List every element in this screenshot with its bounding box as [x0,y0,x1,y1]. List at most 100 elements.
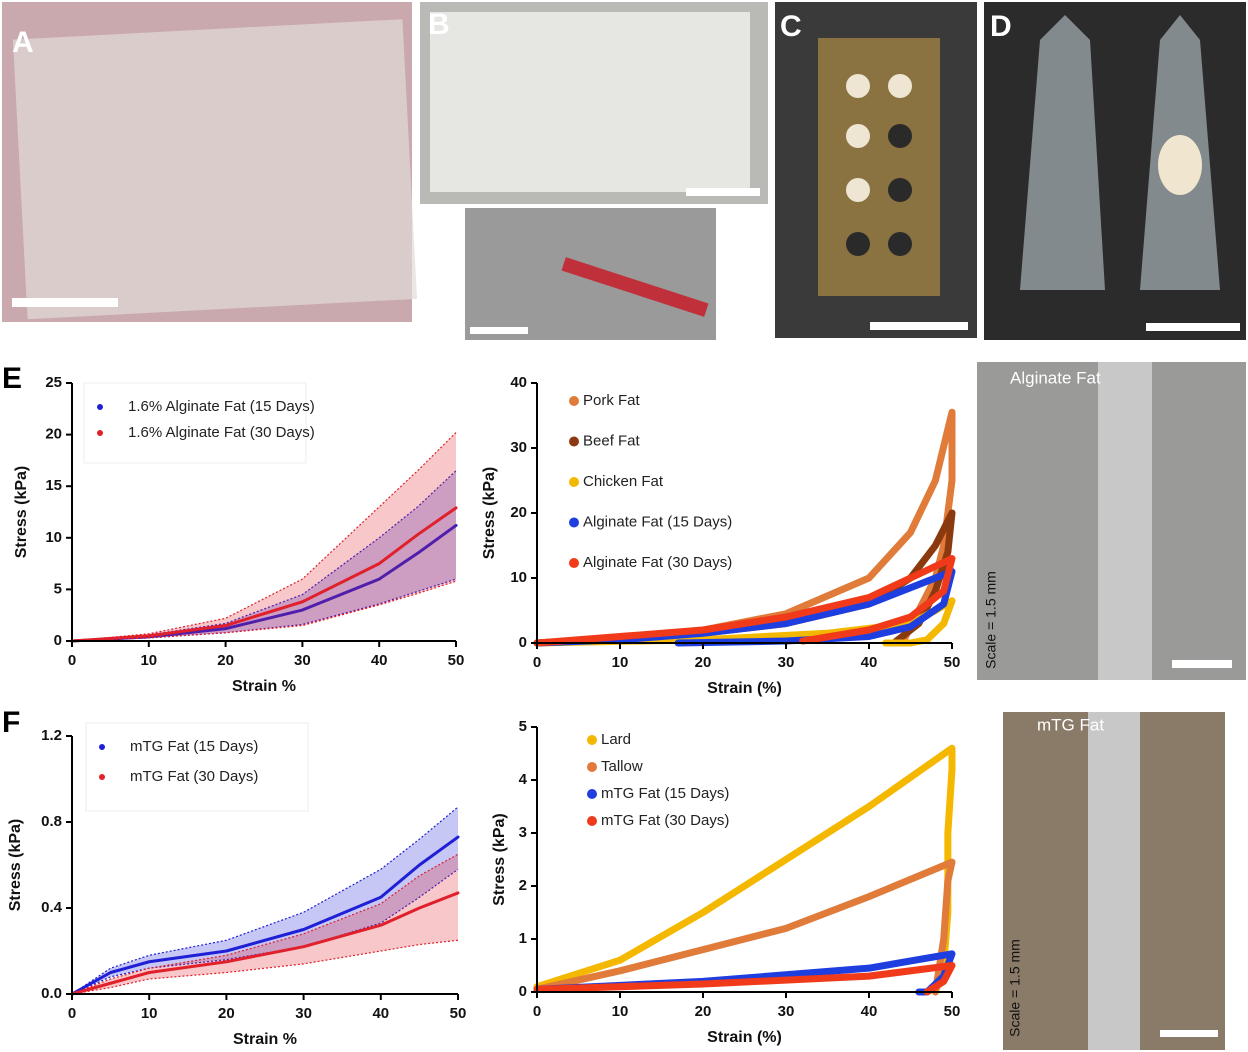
x-tick-label: 20 [217,652,234,669]
y-tick-label: 15 [45,477,62,494]
chart: 0 10 20 30 40 50 0 10 20 30 40 Strain (%) Stress (kP… [481,374,960,697]
legend-label: Alginate Fat (15 Days) [583,513,732,530]
scale-bar [1146,323,1240,331]
panel-label: E [2,362,22,395]
y-tick-label: 30 [510,439,527,456]
x-tick-label: 20 [218,1005,235,1022]
y-tick-label: 5 [519,718,527,735]
error-band [72,432,456,641]
rod [1088,712,1140,1050]
legend-marker [569,436,579,447]
x-tick-label: 50 [944,654,961,671]
y-axis-label: Stress (kPa) [491,813,508,906]
scale-bar [470,327,528,334]
y-tick-label: 2 [519,877,527,894]
legend-marker [569,517,579,528]
legend-marker [569,558,579,568]
chart: 0 10 20 30 40 50 0.0 0.4 0.8 1.2 Strain % Stress (k… [7,722,466,1048]
legend-box [83,382,307,464]
flask [12,19,418,320]
y-tick-label: 1.2 [41,727,62,744]
x-tick-label: 30 [294,652,311,669]
x-tick-label: 50 [944,1003,961,1020]
y-tick-label: 5 [54,580,62,597]
scale-bar [1172,660,1232,668]
legend-marker [99,774,105,780]
x-tick-label: 10 [612,654,629,671]
y-tick-label: 10 [45,529,62,546]
y-tick-label: 0 [519,634,527,651]
panel-label: A [12,26,34,59]
chart: 0 10 20 30 40 50 0 5 10 15 20 25 Strain % Stress (kPa… [13,374,464,695]
y-tick-label: 25 [45,374,62,391]
hole [846,74,870,98]
series-line [533,858,956,996]
hole [846,178,870,202]
legend-label: Chicken Fat [583,473,664,490]
scale-bar [686,188,760,196]
series-line [70,506,458,643]
x-tick-label: 30 [778,654,795,671]
series-line [70,891,460,996]
band-edge [71,432,457,642]
scale-note: Scale = 1.5 mm [983,571,999,669]
legend-marker [587,735,597,745]
y-tick-label: 3 [519,824,527,841]
band-edge [71,806,459,995]
legend-label: Tallow [601,758,643,775]
legend-marker [587,789,597,799]
panel-label: B [428,8,450,41]
mold [818,38,940,296]
photo-caption: mTG Fat [1037,715,1104,734]
legend-label: Alginate Fat (30 Days) [583,554,732,571]
x-tick-label: 0 [68,1005,76,1022]
x-tick-label: 30 [295,1005,312,1022]
legend-marker [569,477,579,487]
tube [1020,15,1105,290]
y-tick-label: 0.4 [41,899,63,916]
y-tick-label: 20 [510,504,527,521]
scale-bar [870,322,968,330]
x-tick-label: 20 [695,1003,712,1020]
x-tick-label: 10 [141,1005,158,1022]
hole [888,74,912,98]
legend-box [85,722,309,812]
y-tick-label: 0 [519,983,527,1000]
series-line [533,744,956,996]
legend-marker [587,762,597,772]
scale-bar [12,298,118,307]
x-tick-label: 0 [533,1003,541,1020]
y-axis-label: Stress (kPa) [13,466,30,559]
hole [888,124,912,148]
x-tick-label: 40 [861,1003,878,1020]
legend-label: 1.6% Alginate Fat (30 Days) [128,424,315,441]
scale-note: Scale = 1.5 mm [1007,939,1023,1037]
y-tick-label: 0.0 [41,985,62,1002]
error-band [72,470,456,641]
legend-label: mTG Fat (15 Days) [130,738,258,755]
y-tick-label: 40 [510,374,527,391]
series-line [533,568,956,647]
series-line [70,835,460,996]
legend-label: 1.6% Alginate Fat (15 Days) [128,398,315,415]
x-axis-label: Strain % [233,1031,297,1048]
legend-marker [97,404,103,410]
legend-label: mTG Fat (15 Days) [601,785,729,802]
x-axis-label: Strain (%) [707,680,782,697]
photo-caption: Alginate Fat [1010,368,1101,387]
band-edge [71,868,459,995]
series-line [533,962,956,996]
legend-marker [99,744,105,750]
y-tick-label: 4 [519,771,528,788]
band-edge [71,853,459,995]
legend-label: mTG Fat (30 Days) [601,812,729,829]
x-tick-label: 40 [372,1005,389,1022]
error-band [72,806,458,994]
x-tick-label: 10 [140,652,157,669]
x-tick-label: 50 [448,652,465,669]
rod [1098,362,1152,680]
band-edge [71,939,459,995]
y-tick-label: 0.8 [41,813,62,830]
x-tick-label: 0 [68,652,76,669]
